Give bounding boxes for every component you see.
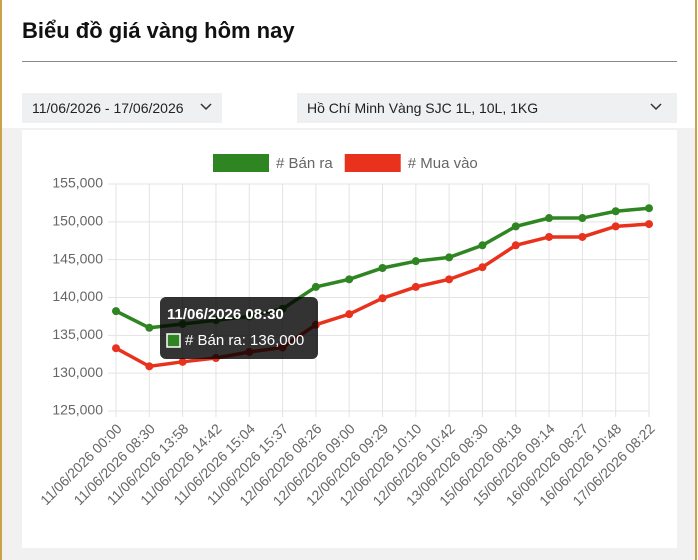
y-tick-label: 150,000: [52, 213, 103, 229]
page-title: Biểu đồ giá vàng hôm nay: [22, 18, 295, 43]
chevron: [650, 103, 662, 111]
data-point: [645, 204, 653, 213]
y-tick-label: 125,000: [52, 402, 103, 418]
data-point: [112, 307, 120, 316]
tooltip-label: # Bán ra: 136,000: [185, 332, 304, 349]
data-point: [411, 257, 420, 266]
data-point: [478, 241, 487, 250]
border: [0, 0, 2, 560]
legend-swatch: [344, 154, 401, 172]
divider: [22, 61, 677, 62]
legend-swatch: [213, 154, 269, 172]
y-tick-label: 130,000: [52, 364, 103, 380]
data-point: [578, 214, 587, 223]
data-point: [178, 357, 187, 366]
tooltip: 11/06/2026 08:30 # Bán ra: 136,000: [160, 297, 318, 359]
data-point: [345, 310, 354, 319]
data-point: [611, 222, 620, 231]
data-point: [445, 253, 454, 262]
data-point: [378, 294, 387, 303]
data-point: [445, 275, 454, 284]
product-select[interactable]: Hồ Chí Minh Vàng SJC 1L, 10L, 1KG: [297, 93, 677, 123]
data-point: [145, 362, 154, 371]
legend-label: # Mua vào: [408, 155, 478, 172]
border: [695, 0, 697, 560]
y-tick-label: 145,000: [52, 250, 103, 266]
legend-label: # Bán ra: [276, 155, 333, 172]
date-range: 11/06/2026 - 17/06/2026: [32, 100, 184, 116]
tooltip-swatch: [166, 333, 181, 348]
data-point: [345, 275, 354, 284]
data-point: [578, 232, 587, 241]
y-tick-label: 135,000: [52, 326, 103, 342]
data-point: [545, 232, 554, 241]
tooltip-title: 11/06/2026 08:30: [167, 306, 284, 323]
tooltip-box: [160, 297, 318, 359]
y-tick-label: 140,000: [52, 288, 103, 304]
y-tick-label: 155,000: [52, 175, 103, 191]
data-point: [145, 323, 154, 332]
data-point: [511, 241, 520, 250]
data-point: [645, 220, 653, 229]
data-point: [112, 344, 120, 353]
data-point: [611, 207, 620, 216]
data-point: [545, 214, 554, 223]
data-point: [311, 282, 320, 291]
data-point: [378, 263, 387, 272]
chevron: [200, 103, 212, 111]
data-point: [478, 263, 487, 272]
data-point: [411, 282, 420, 291]
date-picker[interactable]: 11/06/2026 - 17/06/2026: [22, 93, 222, 123]
product: Hồ Chí Minh Vàng SJC 1L, 10L, 1KG: [307, 100, 539, 116]
data-point: [511, 222, 520, 231]
